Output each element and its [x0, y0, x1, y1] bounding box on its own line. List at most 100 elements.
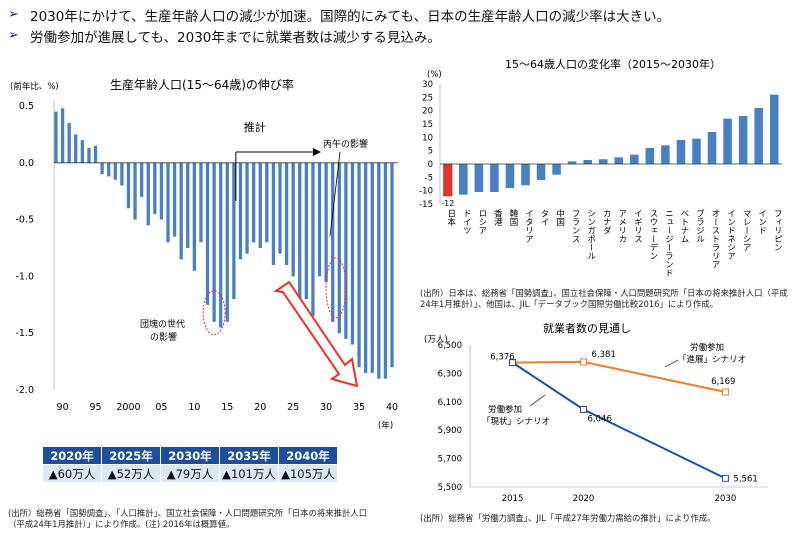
bullet-text-1: 2030年にかけて、生産年齢人口の減少が加速。国際的にみても、日本の生産年齢人口…: [30, 8, 671, 25]
x-axis-label: (年): [378, 420, 393, 431]
y-axis-label: (前年比、%): [10, 81, 59, 92]
y-tick-label: 0: [428, 160, 433, 170]
bar: [74, 134, 78, 163]
bar: [67, 123, 71, 163]
x-tick-label: 2020: [573, 494, 595, 504]
bar: [317, 162, 322, 277]
y-tick-label: 6,500: [438, 341, 462, 351]
y-tick-label: -1.0: [15, 271, 34, 282]
bar: [370, 162, 374, 373]
x-tick-label: 35: [353, 402, 365, 413]
downtrend-arrow-icon: [273, 280, 359, 388]
bar: [107, 162, 111, 177]
bar: [245, 162, 249, 254]
bar: [140, 162, 144, 197]
x-tick-label: 10: [188, 402, 200, 413]
bar: [598, 159, 608, 164]
y-axis-label: (万人): [424, 335, 448, 345]
series-point: [721, 474, 729, 482]
category-label: 韓国: [508, 208, 518, 227]
bar: [344, 162, 348, 339]
table-value-cell: ▲60万人: [42, 464, 102, 483]
bar: [324, 162, 328, 283]
japan-value-label: -12: [441, 199, 454, 208]
series-leader: [664, 359, 679, 368]
bar: [692, 138, 701, 164]
bar: [583, 160, 592, 164]
bar: [645, 148, 655, 164]
bar: [238, 162, 243, 260]
y-tick-label: 5,900: [438, 426, 462, 436]
bar: [212, 162, 216, 322]
bar: [291, 162, 295, 277]
category-label: 香港: [492, 208, 502, 227]
x-tick-label: 15: [221, 402, 233, 413]
table-value-cell: ▲79万人: [160, 464, 220, 483]
source-line: (出所）総務省「労働力調査」、JIL「平成27年労働力需給の推計」により作成。: [420, 513, 716, 523]
y-tick-label: -2.0: [15, 385, 34, 396]
category-label: 中国: [555, 208, 565, 227]
bar: [364, 162, 368, 373]
forecast-label: 推計: [244, 120, 266, 134]
source-line: （平成24年1月推計）」により作成。(注) 2016年は概算値。: [8, 519, 235, 529]
series-line: [512, 360, 726, 393]
bar: [199, 162, 203, 243]
table-header-cell: 2030年: [160, 446, 220, 465]
bar: [284, 162, 289, 266]
header-bullets: ➢ 2030年にかけて、生産年齢人口の減少が加速。国際的にみても、日本の生産年齢…: [8, 4, 792, 46]
series-name: 労働参加: [690, 342, 724, 353]
bar: [377, 162, 381, 379]
decline-table: 2020年 2025年 2030年 2035年 2040年 ▲60万人 ▲52万…: [42, 446, 338, 483]
bullet-text-2: 労働参加が進展しても、2030年までに就業者数は減少する見込み。: [30, 29, 441, 46]
bar: [474, 164, 484, 192]
dankai-circle: [202, 290, 226, 336]
x-tick-label: 2000: [116, 402, 140, 413]
category-label: イタリア: [524, 209, 534, 243]
series-name: 「進展」シナリオ: [678, 355, 746, 365]
bar: [179, 162, 183, 260]
category-label: ニュージーランド: [663, 209, 673, 277]
x-tick-label: 40: [386, 402, 398, 413]
bar: [133, 162, 137, 220]
data-label: 6,376: [490, 353, 514, 363]
bar: [357, 162, 361, 368]
bar: [271, 162, 276, 266]
bar: [567, 161, 577, 164]
y-tick-label: 30: [422, 80, 433, 90]
data-label: 5,561: [733, 474, 757, 484]
y-tick-label: 0.5: [19, 101, 34, 112]
bar: [331, 162, 335, 322]
category-label: ロシア: [477, 209, 487, 235]
bullet-1: ➢ 2030年にかけて、生産年齢人口の減少が加速。国際的にみても、日本の生産年齢…: [8, 4, 792, 25]
bar: [304, 162, 308, 300]
series-point: [509, 359, 517, 367]
series-leader: [529, 394, 546, 407]
bar: [113, 162, 117, 180]
table-value-cell: ▲101万人: [219, 464, 279, 483]
y-tick-label: -10: [419, 187, 433, 197]
y-tick-label: -0.5: [15, 215, 34, 226]
decline-table-row: ▲60万人 ▲52万人 ▲79万人 ▲101万人 ▲105万人: [42, 464, 338, 483]
table-header-cell: 2020年: [42, 446, 102, 465]
y-tick-label: 15: [422, 120, 433, 130]
y-tick-label: -1.5: [15, 328, 34, 339]
table-value-cell: ▲52万人: [101, 464, 161, 483]
bar: [205, 162, 210, 305]
y-tick-label: 5,700: [438, 455, 462, 465]
bar: [298, 162, 302, 300]
arrow-bullet-icon: ➢: [8, 28, 19, 43]
category-label: フランス: [570, 209, 580, 243]
bar: [311, 162, 315, 317]
decline-table-header: 2020年 2025年 2030年 2035年 2040年: [42, 446, 338, 465]
bar: [390, 162, 394, 368]
series-point: [580, 405, 588, 413]
employment-outlook-chart: 就業者数の見通し (万人)6,500 6,300 6,100 5,900 5,700 5,5…: [424, 321, 768, 504]
y-tick-label: 25: [422, 93, 433, 103]
y-tick-label: -5: [425, 173, 433, 183]
y-tick-label: 6,300: [438, 369, 462, 379]
bar: [614, 157, 624, 164]
category-label: イギリス: [632, 209, 642, 243]
bar: [153, 162, 157, 214]
table-header-cell: 2025年: [101, 446, 161, 465]
bar: [54, 111, 58, 163]
